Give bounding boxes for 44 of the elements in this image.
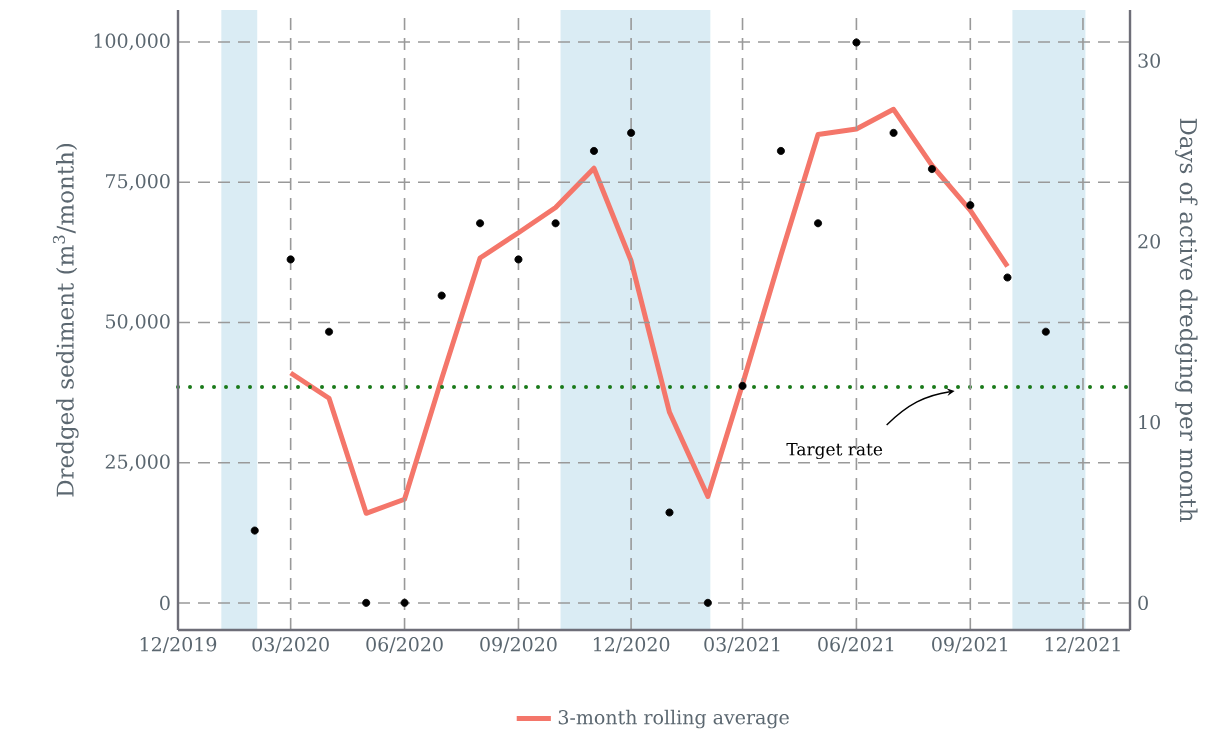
point: [551, 219, 560, 228]
point: [738, 381, 747, 390]
point: [665, 508, 674, 517]
annotation: Target rate: [786, 442, 883, 460]
x-tick-label: 06/2020: [366, 637, 443, 653]
x-tick-label: 12/2019: [140, 637, 217, 653]
y-tick-label: 50,000: [106, 314, 170, 331]
x-tick-label: 09/2020: [480, 637, 557, 653]
point: [776, 146, 785, 155]
y2-tick-label: 30: [1138, 53, 1160, 68]
x-tick-label: 12/2021: [1045, 637, 1120, 653]
point: [814, 219, 823, 228]
point: [1041, 327, 1050, 336]
point: [627, 128, 636, 137]
point: [889, 128, 898, 137]
y2-tick-label: 0: [1138, 595, 1148, 611]
x-tick-label: 03/2021: [704, 637, 780, 653]
point: [703, 598, 712, 607]
point: [966, 201, 975, 210]
y2-axis-title: Days of active dredging per month: [1174, 118, 1198, 522]
y-tick-label: 75,000: [106, 173, 170, 191]
y2-tick-label: 10: [1139, 414, 1160, 430]
y2-tick-label: 20: [1138, 234, 1160, 249]
x-tick-label: 03/2020: [252, 637, 329, 653]
x-tick-label: 09/2021: [932, 637, 1008, 653]
point: [437, 291, 446, 300]
point: [400, 598, 409, 607]
y-tick-label: 100,000: [94, 33, 170, 51]
x-tick-label: 12/2020: [593, 637, 670, 653]
point: [927, 165, 936, 174]
point: [286, 255, 295, 264]
y-axis-title: Dredged sediment (m$^{3}$/month): [52, 143, 79, 497]
y-tick-label: 25,000: [105, 454, 170, 472]
point: [852, 38, 861, 47]
y-tick-label: 0: [160, 595, 170, 611]
point: [476, 219, 485, 228]
point: [325, 327, 334, 336]
point: [589, 146, 598, 155]
point: [514, 255, 523, 264]
point: [250, 526, 259, 535]
point: [1003, 273, 1012, 282]
legend-label: 3-month rolling average: [558, 709, 789, 729]
x-tick-label: 06/2021: [818, 637, 894, 653]
point: [362, 598, 371, 607]
